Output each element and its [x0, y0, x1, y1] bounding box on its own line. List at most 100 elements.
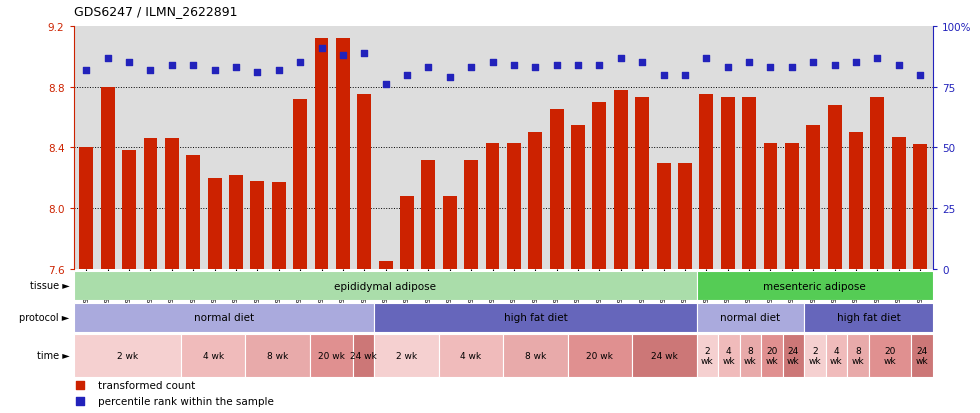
Bar: [697, 335, 718, 377]
Point: [207, 67, 222, 74]
Point: [612, 55, 628, 62]
Point: [869, 55, 885, 62]
Point: [912, 72, 928, 78]
Bar: [697, 272, 933, 301]
Point: [506, 62, 521, 69]
Bar: [763, 143, 777, 269]
Point: [164, 62, 179, 69]
Point: [699, 55, 714, 62]
Text: 4
wk: 4 wk: [830, 346, 843, 366]
Point: [741, 60, 757, 66]
Bar: [229, 176, 243, 269]
Point: [762, 65, 778, 71]
Point: [420, 65, 436, 71]
Text: protocol ►: protocol ►: [20, 312, 70, 322]
Point: [100, 55, 116, 62]
Point: [143, 67, 159, 74]
Text: high fat diet: high fat diet: [504, 313, 567, 323]
Bar: [593, 102, 607, 269]
Point: [73, 398, 88, 405]
Bar: [528, 133, 542, 269]
Bar: [718, 335, 740, 377]
Bar: [635, 98, 649, 269]
Bar: [742, 98, 756, 269]
Point: [656, 72, 671, 78]
Bar: [486, 143, 500, 269]
Point: [592, 62, 608, 69]
Bar: [374, 303, 697, 332]
Text: 24
wk: 24 wk: [916, 346, 928, 366]
Text: 20
wk: 20 wk: [884, 346, 897, 366]
Text: mesenteric adipose: mesenteric adipose: [763, 281, 866, 291]
Bar: [550, 110, 564, 269]
Point: [784, 65, 800, 71]
Bar: [571, 125, 585, 269]
Text: 4
wk: 4 wk: [722, 346, 735, 366]
Text: 2
wk: 2 wk: [808, 346, 821, 366]
Text: 4 wk: 4 wk: [461, 351, 481, 360]
Point: [720, 65, 736, 71]
Bar: [353, 335, 374, 377]
Bar: [421, 160, 435, 269]
Point: [806, 60, 821, 66]
Bar: [632, 335, 697, 377]
Text: 8 wk: 8 wk: [267, 351, 288, 360]
Point: [891, 62, 907, 69]
Point: [549, 62, 564, 69]
Point: [527, 65, 543, 71]
Text: epididymal adipose: epididymal adipose: [334, 281, 436, 291]
Bar: [439, 335, 504, 377]
Bar: [165, 139, 178, 269]
Text: 24 wk: 24 wk: [350, 351, 377, 360]
Bar: [186, 156, 200, 269]
Bar: [143, 139, 158, 269]
Bar: [74, 335, 181, 377]
Text: 20 wk: 20 wk: [586, 351, 613, 360]
Bar: [720, 98, 735, 269]
Text: 8 wk: 8 wk: [525, 351, 546, 360]
Point: [485, 60, 501, 66]
Bar: [181, 335, 245, 377]
Point: [292, 60, 308, 66]
Text: 4 wk: 4 wk: [203, 351, 223, 360]
Bar: [208, 178, 221, 269]
Bar: [74, 272, 697, 301]
Text: 8
wk: 8 wk: [744, 346, 757, 366]
Point: [634, 60, 650, 66]
Bar: [293, 100, 307, 269]
Bar: [913, 145, 927, 269]
Point: [122, 60, 137, 66]
Bar: [504, 335, 567, 377]
Bar: [783, 335, 804, 377]
Text: 20
wk: 20 wk: [765, 346, 778, 366]
Text: 2 wk: 2 wk: [396, 351, 417, 360]
Bar: [443, 197, 457, 269]
Text: normal diet: normal diet: [720, 313, 780, 323]
Point: [314, 45, 329, 52]
Text: transformed count: transformed count: [98, 380, 195, 390]
Text: high fat diet: high fat diet: [837, 313, 901, 323]
Bar: [761, 335, 783, 377]
Bar: [74, 303, 374, 332]
Point: [378, 82, 394, 88]
Bar: [870, 98, 884, 269]
Point: [827, 62, 843, 69]
Text: 8
wk: 8 wk: [852, 346, 864, 366]
Point: [250, 70, 266, 76]
Point: [78, 67, 94, 74]
Bar: [79, 148, 93, 269]
Bar: [378, 262, 393, 269]
Bar: [828, 106, 842, 269]
Point: [73, 382, 88, 389]
Bar: [868, 335, 911, 377]
Point: [570, 62, 586, 69]
Bar: [507, 143, 520, 269]
Point: [464, 65, 479, 71]
Bar: [804, 303, 933, 332]
Bar: [336, 39, 350, 269]
Point: [270, 67, 286, 74]
Point: [399, 72, 415, 78]
Text: tissue ►: tissue ►: [29, 281, 70, 291]
Point: [848, 60, 863, 66]
Bar: [251, 181, 265, 269]
